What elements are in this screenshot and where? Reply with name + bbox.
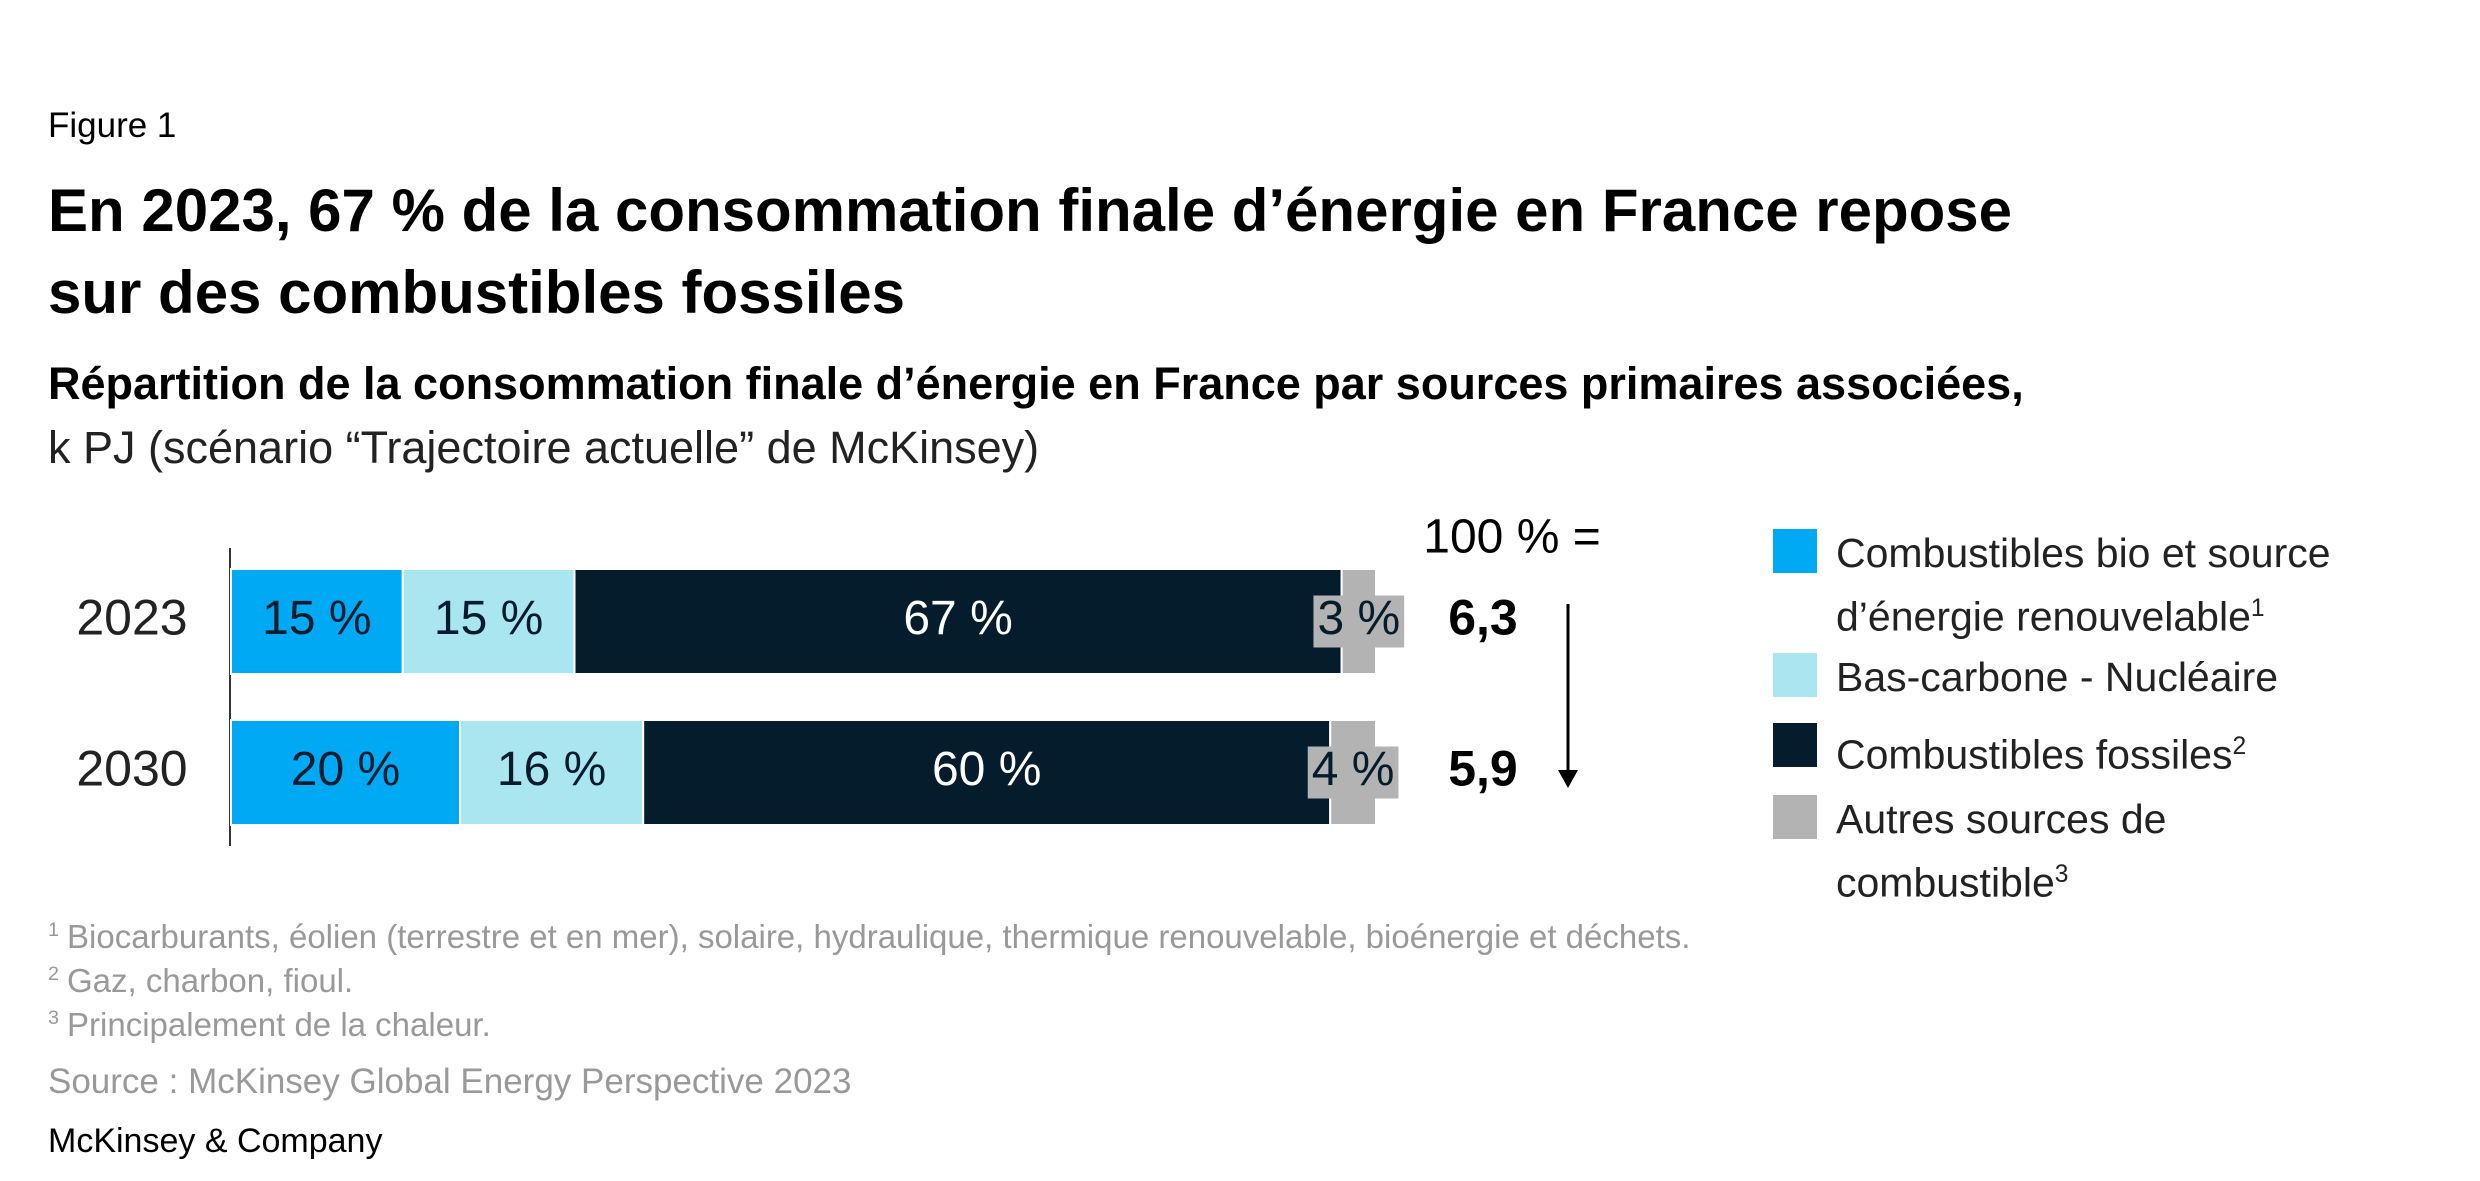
total-label: 5,9 xyxy=(1448,741,1518,797)
legend-label: Bas-carbone - Nucléaire xyxy=(1836,654,2279,700)
footnote-mark: 3 xyxy=(48,1007,60,1029)
source: Source : McKinsey Global Energy Perspect… xyxy=(48,1062,852,1101)
value-label: 4 % xyxy=(1312,743,1395,796)
value-label: 20 % xyxy=(291,743,400,796)
figure-label: Figure 1 xyxy=(48,106,177,145)
legend-entry: Bas-carbone - Nucléaire xyxy=(1836,649,2396,705)
legend-label: Autres sources de combustible xyxy=(1836,796,2167,906)
value-label-box xyxy=(1313,595,1405,648)
category-label: 2030 xyxy=(76,741,187,797)
bar-segment xyxy=(642,719,1332,826)
bar-segment xyxy=(230,719,461,826)
footnote: 3 Principalement de la chaleur. xyxy=(48,1006,491,1044)
legend-footnote-mark: 2 xyxy=(2232,733,2247,760)
title-line: sur des combustibles fossiles xyxy=(48,259,905,326)
legend-entry: Autres sources de combustible3 xyxy=(1836,791,2396,911)
legend-footnote-mark: 3 xyxy=(2054,861,2069,888)
legend-swatch xyxy=(1773,723,1817,767)
footnote-text: Gaz, charbon, fioul. xyxy=(67,962,354,999)
legend-swatch xyxy=(1773,795,1817,839)
footnote-text: Biocarburants, éolien (terrestre et en m… xyxy=(67,918,1691,955)
category-label: 2023 xyxy=(76,590,187,646)
legend-label: Combustibles bio et source d’énergie ren… xyxy=(1836,530,2331,640)
legend-footnote-mark: 1 xyxy=(2250,595,2265,622)
total-label: 6,3 xyxy=(1448,590,1518,646)
subtitle-units: k PJ (scénario “Trajectoire actuelle” de… xyxy=(48,422,1040,473)
footnote: 1 Biocarburants, éolien (terrestre et en … xyxy=(48,918,1690,956)
value-label: 16 % xyxy=(497,743,606,796)
legend-label: Combustibles fossiles xyxy=(1836,731,2233,778)
legend-swatch xyxy=(1773,653,1817,697)
title-line: En 2023, 67 % de la consommation finale … xyxy=(48,177,2013,244)
value-label-box xyxy=(1307,746,1399,799)
arrow-head xyxy=(1558,770,1578,788)
brand: McKinsey & Company xyxy=(48,1122,383,1160)
footnote-text: Principalement de la chaleur. xyxy=(67,1006,491,1043)
legend-entry: Combustibles fossiles2 xyxy=(1836,719,2396,783)
bar-segment xyxy=(230,568,404,675)
subtitle: Répartition de la consommation finale d’… xyxy=(48,358,2024,409)
footnote-mark: 2 xyxy=(48,963,60,985)
totals-header: 100 % = xyxy=(1423,511,1600,564)
footnote-mark: 1 xyxy=(48,919,60,941)
value-label: 67 % xyxy=(903,592,1012,645)
bar-segment xyxy=(573,568,1343,675)
bar-segment xyxy=(459,719,645,826)
value-label: 3 % xyxy=(1317,592,1400,645)
value-label: 15 % xyxy=(434,592,543,645)
legend-entry: Combustibles bio et source d’énergie ren… xyxy=(1836,525,2396,645)
footnote: 2 Gaz, charbon, fioul. xyxy=(48,962,353,1000)
value-label: 15 % xyxy=(262,592,371,645)
value-label: 60 % xyxy=(932,743,1041,796)
legend-swatch xyxy=(1773,529,1817,573)
